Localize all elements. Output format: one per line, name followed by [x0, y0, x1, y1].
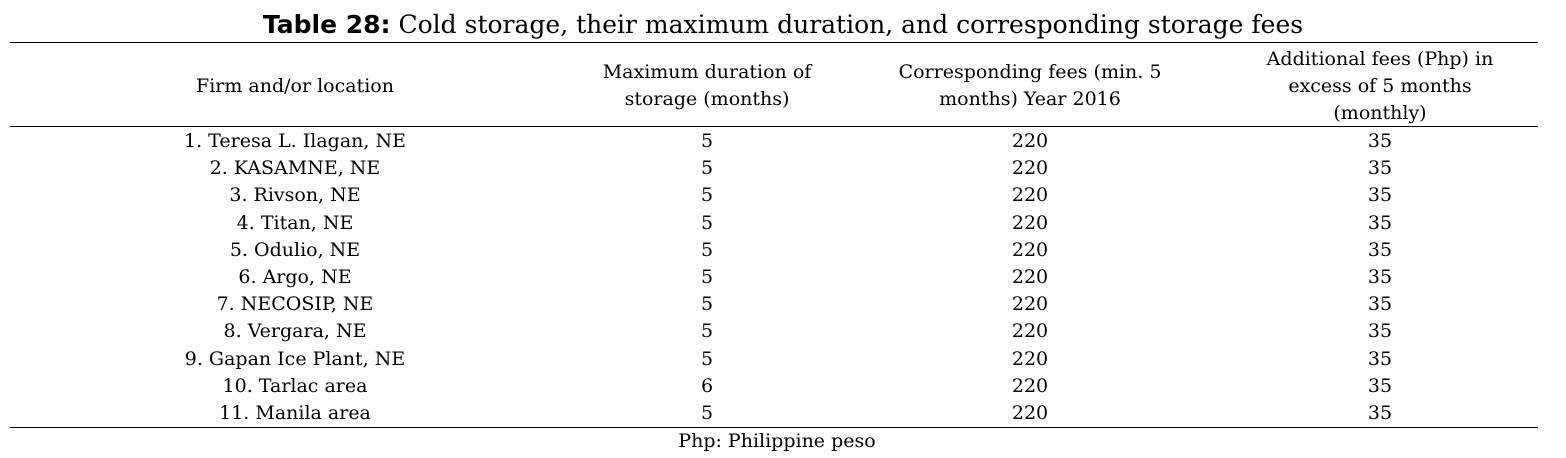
- table-cell: 220: [1011, 211, 1049, 234]
- table-cell: 220: [1011, 293, 1049, 316]
- table-cell: 5: [700, 320, 714, 343]
- table-cell: 6: [700, 374, 714, 397]
- row-label: 3. Rivson, NE: [229, 184, 361, 207]
- column-header: excess of 5 months: [1288, 74, 1472, 97]
- table-cell: 35: [1367, 402, 1393, 424]
- table-cell: 5: [700, 157, 714, 180]
- table-label: Table 28:: [262, 10, 391, 39]
- row-label: 7. NECOSIP, NE: [216, 293, 374, 316]
- row-label: 2. KASAMNE, NE: [209, 157, 381, 180]
- bottom-rule: [10, 427, 1538, 428]
- row-label: 6. Argo, NE: [238, 266, 352, 288]
- row-label: 1. Teresa L. Ilagan, NE: [184, 130, 406, 152]
- row-label: 5. Odulio, NE: [229, 238, 361, 261]
- table-cell: 5: [700, 347, 714, 370]
- table-cell: 220: [1011, 184, 1049, 207]
- header-rule: [10, 126, 1538, 127]
- table-cell: 35: [1367, 184, 1393, 207]
- table-cell: 5: [700, 211, 714, 234]
- table-cell: 35: [1367, 238, 1393, 261]
- row-label: 11. Manila area: [219, 402, 371, 424]
- table-cell: 5: [700, 238, 714, 261]
- table-cell: 35: [1367, 293, 1393, 316]
- table-cell: 35: [1367, 157, 1393, 180]
- column-header: months) Year 2016: [939, 88, 1121, 110]
- table-cell: 220: [1011, 130, 1049, 152]
- column-header: Maximum duration of: [602, 61, 812, 83]
- row-label: 10. Tarlac area: [222, 374, 368, 397]
- table-cell: 220: [1011, 320, 1049, 343]
- table-cell: 5: [700, 266, 714, 288]
- row-label: 9. Gapan Ice Plant, NE: [184, 347, 406, 370]
- table-caption: Cold storage, their maximum duration, an…: [398, 10, 1304, 39]
- top-rule: [10, 42, 1538, 43]
- column-header: storage (months): [624, 88, 790, 110]
- table-cell: 35: [1367, 374, 1393, 397]
- table-cell: 5: [700, 402, 714, 424]
- table-cell: 5: [700, 293, 714, 316]
- table-cell: 35: [1367, 266, 1393, 288]
- column-header: (monthly): [1333, 101, 1427, 124]
- table-cell: 35: [1367, 211, 1393, 234]
- row-label: 4. Titan, NE: [236, 211, 354, 234]
- column-header: Additional fees (Php) in: [1266, 47, 1494, 70]
- column-header: Corresponding fees (min. 5: [898, 61, 1162, 83]
- table-cell: 5: [700, 184, 714, 207]
- table-cell: 220: [1011, 402, 1049, 424]
- table-cell: 35: [1367, 347, 1393, 370]
- table-cell: 220: [1011, 347, 1049, 370]
- table-cell: 220: [1011, 374, 1049, 397]
- table-title: Table 28: Cold storage, their maximum du…: [0, 10, 1566, 39]
- row-label: 8. Vergara, NE: [223, 320, 367, 343]
- table-cell: 220: [1011, 238, 1049, 261]
- table-cell: 35: [1367, 130, 1393, 152]
- table-cell: 35: [1367, 320, 1393, 343]
- footnote: Php: Philippine peso: [678, 430, 876, 452]
- column-header: Firm and/or location: [196, 74, 394, 97]
- table-cell: 220: [1011, 157, 1049, 180]
- table-cell: 220: [1011, 266, 1049, 288]
- table-cell: 5: [700, 130, 714, 152]
